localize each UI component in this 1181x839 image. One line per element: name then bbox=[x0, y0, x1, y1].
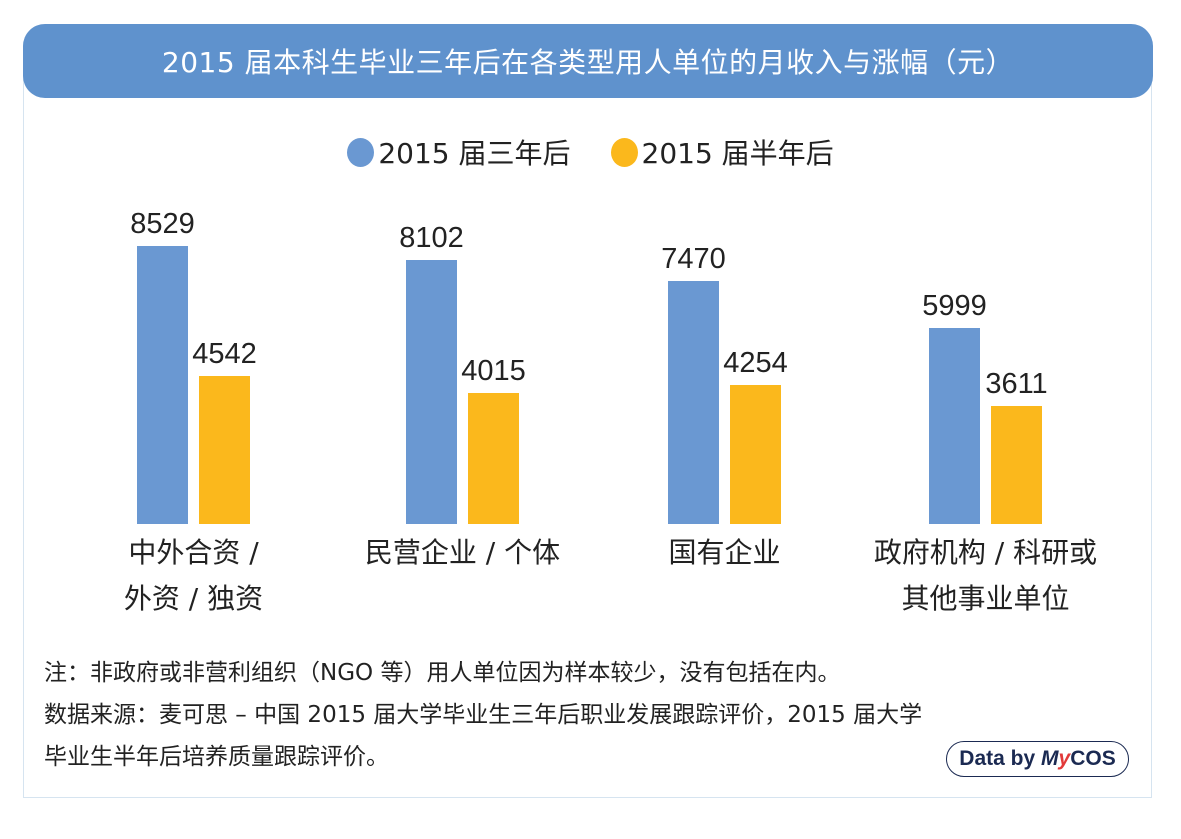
brand-y: y bbox=[1058, 747, 1071, 770]
source-text-line2: 毕业生半年后培养质量跟踪评价。 bbox=[44, 744, 389, 770]
note-text: 注：非政府或非营利组织（NGO 等）用人单位因为样本较少，没有包括在内。 bbox=[44, 660, 841, 686]
data-label: 3611 bbox=[985, 368, 1048, 400]
chart-notes: 注：非政府或非营利组织（NGO 等）用人单位因为样本较少，没有包括在内。 数据来… bbox=[44, 652, 1144, 778]
legend: 2015 届三年后 2015 届半年后 bbox=[0, 132, 1181, 172]
source-text-line1: 数据来源：麦可思 – 中国 2015 届大学毕业生三年后职业发展跟踪评价，201… bbox=[44, 702, 923, 728]
category-label: 政府机构 / 科研或 其他事业单位 bbox=[873, 536, 1098, 615]
bar-half-year bbox=[730, 385, 781, 524]
legend-dot-orange-icon bbox=[610, 137, 638, 167]
bar-three-years bbox=[929, 328, 980, 524]
chart-title-bar: 2015 届本科生毕业三年后在各类型用人单位的月收入与涨幅（元） bbox=[23, 24, 1153, 98]
legend-label: 2015 届半年后 bbox=[641, 137, 834, 170]
data-label: 8529 bbox=[130, 208, 195, 240]
chart-frame bbox=[23, 24, 1152, 798]
data-label: 4542 bbox=[192, 338, 257, 370]
data-label: 4015 bbox=[461, 355, 526, 387]
brand-rest: COS bbox=[1070, 747, 1116, 770]
bar-three-years bbox=[406, 260, 457, 524]
chart-title: 2015 届本科生毕业三年后在各类型用人单位的月收入与涨幅（元） bbox=[161, 46, 1015, 79]
bar-half-year bbox=[468, 393, 519, 524]
legend-label: 2015 届三年后 bbox=[378, 137, 571, 170]
bar-three-years bbox=[137, 246, 188, 524]
bar-half-year bbox=[991, 406, 1042, 524]
bar-three-years bbox=[668, 281, 719, 524]
data-label: 7470 bbox=[661, 243, 726, 275]
data-label: 4254 bbox=[723, 347, 788, 379]
category-label: 国有企业 bbox=[668, 536, 781, 569]
legend-item-three-years: 2015 届三年后 bbox=[347, 132, 571, 172]
bar-half-year bbox=[199, 376, 250, 524]
category-label: 中外合资 / 外资 / 独资 bbox=[123, 536, 264, 615]
category-label: 民营企业 / 个体 bbox=[364, 536, 561, 569]
brand-m: M bbox=[1041, 747, 1059, 770]
legend-dot-blue-icon bbox=[347, 137, 375, 167]
legend-item-half-year: 2015 届半年后 bbox=[610, 132, 834, 172]
data-label: 5999 bbox=[922, 290, 987, 322]
data-label: 8102 bbox=[399, 222, 464, 254]
badge-prefix: Data by bbox=[959, 747, 1041, 770]
